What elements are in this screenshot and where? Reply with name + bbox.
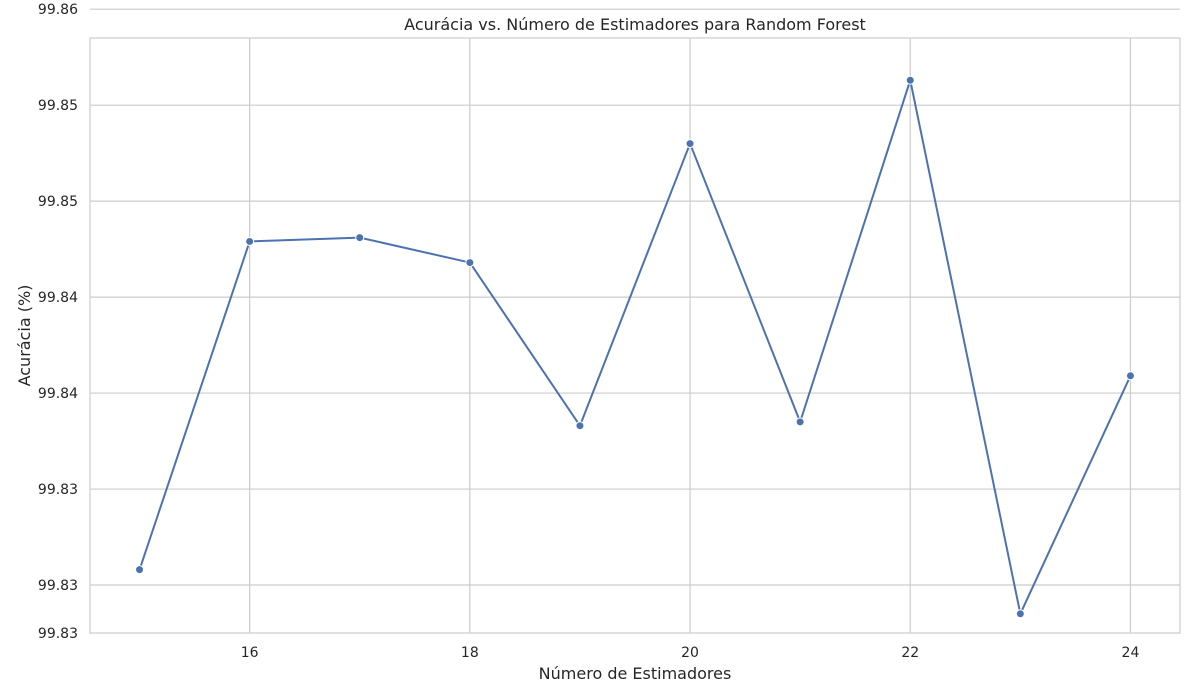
data-point (795, 417, 805, 427)
x-axis-ticks: 16 18 20 22 24 (241, 645, 1140, 661)
series-group (135, 75, 1135, 619)
y-tick-label: 99.84 (38, 386, 78, 402)
data-point (245, 236, 255, 246)
y-tick-label: 99.84 (38, 290, 78, 306)
x-axis-title: Número de Estimadores (539, 664, 732, 683)
plot-frame (89, 37, 1181, 634)
x-tick-label: 18 (461, 645, 479, 661)
x-tick-label: 22 (901, 645, 919, 661)
y-axis-ticks: 99.83 99.83 99.83 99.84 99.84 99.85 99.85 99.86 (38, 2, 78, 642)
data-point (1125, 371, 1135, 381)
y-tick-label: 99.86 (38, 2, 78, 18)
series-line (138, 79, 1132, 615)
grid-lines (90, 8, 1180, 633)
data-point (685, 139, 695, 149)
x-tick-label: 24 (1122, 645, 1140, 661)
data-point (575, 421, 585, 431)
y-tick-label: 99.85 (38, 194, 78, 210)
y-tick-label: 99.83 (38, 578, 78, 594)
data-point (465, 258, 475, 268)
y-axis-title: Acurácia (%) (15, 285, 34, 387)
y-tick-label: 99.83 (38, 482, 78, 498)
chart-title: Acurácia vs. Número de Estimadores para … (404, 15, 866, 34)
data-point (135, 565, 145, 575)
y-tick-label: 99.85 (38, 98, 78, 114)
y-tick-label: 99.83 (38, 626, 78, 642)
data-point (355, 233, 365, 243)
data-point (1015, 609, 1025, 619)
x-tick-label: 20 (681, 645, 699, 661)
x-tick-label: 16 (241, 645, 259, 661)
data-point (905, 75, 915, 85)
